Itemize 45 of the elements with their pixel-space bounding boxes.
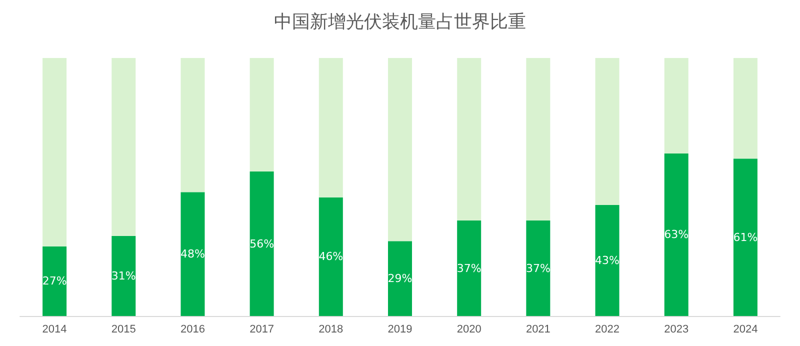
bar bbox=[526, 58, 550, 221]
data-label: 63% bbox=[664, 228, 689, 242]
bar bbox=[457, 58, 482, 221]
bar bbox=[457, 220, 482, 316]
x-tick-label: 2019 bbox=[388, 324, 412, 336]
x-tick-label: 2015 bbox=[111, 324, 136, 336]
bar bbox=[388, 58, 412, 242]
bar bbox=[664, 58, 688, 154]
bar bbox=[595, 58, 620, 206]
bar bbox=[42, 246, 67, 316]
data-label: 29% bbox=[388, 272, 412, 286]
bar bbox=[112, 236, 136, 316]
bar bbox=[318, 197, 343, 316]
data-label: 46% bbox=[318, 250, 344, 264]
data-label: 61% bbox=[733, 230, 758, 244]
data-label: 37% bbox=[456, 262, 482, 275]
bar bbox=[42, 58, 67, 246]
bar bbox=[180, 58, 205, 192]
x-tick-label: 2020 bbox=[456, 324, 482, 336]
chart-title: 中国新增光伏装机量占世界比重 bbox=[274, 12, 526, 32]
x-tick-label: 2024 bbox=[733, 324, 758, 336]
bar bbox=[180, 192, 205, 316]
x-tick-label: 2018 bbox=[318, 324, 344, 336]
x-tick-label: 2021 bbox=[526, 324, 550, 336]
bar bbox=[733, 58, 758, 159]
data-label: 48% bbox=[180, 248, 205, 261]
bar bbox=[388, 241, 412, 316]
x-tick-label: 2017 bbox=[250, 324, 274, 336]
data-label: 27% bbox=[42, 274, 67, 288]
bar bbox=[250, 172, 274, 316]
bar bbox=[595, 205, 620, 316]
bar bbox=[664, 153, 688, 316]
x-tick-label: 2014 bbox=[42, 324, 67, 336]
bar bbox=[112, 58, 136, 236]
bar bbox=[733, 158, 758, 316]
data-label: 31% bbox=[111, 270, 136, 283]
bar bbox=[250, 58, 274, 172]
data-label: 56% bbox=[250, 237, 274, 250]
bar bbox=[318, 58, 343, 198]
x-tick-label: 2023 bbox=[664, 324, 689, 336]
data-label: 43% bbox=[595, 254, 620, 268]
x-tick-label: 2016 bbox=[180, 324, 205, 336]
data-label: 37% bbox=[526, 262, 550, 275]
bar bbox=[526, 220, 550, 316]
x-tick-label: 2022 bbox=[595, 324, 620, 336]
